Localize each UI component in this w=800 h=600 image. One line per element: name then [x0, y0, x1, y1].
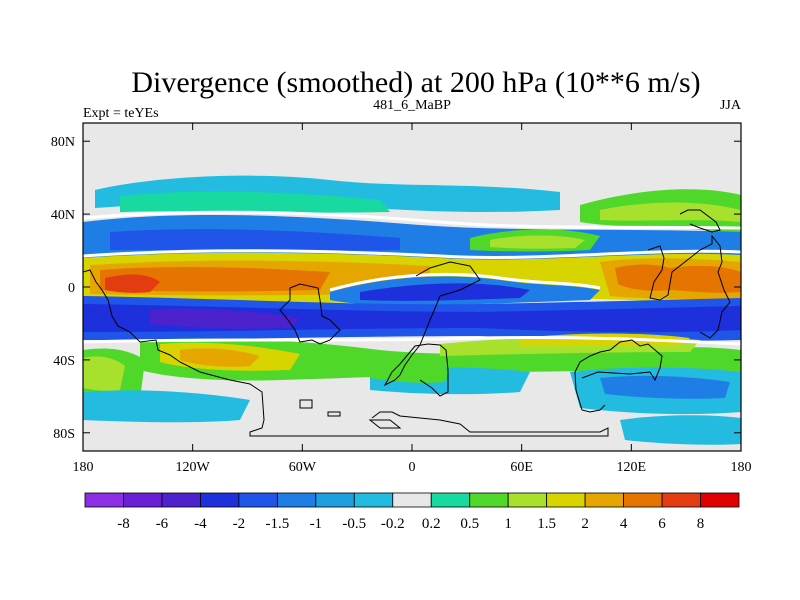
- field-s-cyan-w: [83, 390, 250, 423]
- colorbar-label: -6: [156, 516, 169, 532]
- colorbar-swatch: [623, 492, 663, 508]
- field-eq-tongue-dark: [360, 283, 530, 301]
- colorbar-label: 4: [620, 516, 628, 532]
- x-tick-label: 120W: [176, 460, 211, 475]
- colorbar-swatch: [315, 492, 355, 508]
- coast-antarctica: [249, 411, 609, 437]
- colorbar-label: 1.5: [537, 516, 556, 532]
- field-eq-red-e: [615, 264, 680, 291]
- colorbar-label: -0.5: [342, 516, 366, 532]
- coast-antarctic-isl: [299, 399, 402, 429]
- x-tick-label: 0: [409, 460, 416, 475]
- field-north-cyan: [95, 175, 560, 213]
- y-tick-label: 40N: [51, 208, 75, 223]
- colorbar-swatch: [469, 492, 509, 508]
- x-axis: 180 120W 60W 0 60E 120E 180: [73, 123, 752, 475]
- colorbar-swatch: [700, 492, 740, 508]
- x-tick-label: 60E: [510, 460, 533, 475]
- colorbar-label: -0.2: [381, 516, 405, 532]
- colorbar-swatch: [584, 492, 624, 508]
- y-axis: 80N 40N 0 40S 80S: [51, 135, 741, 442]
- y-tick-label: 80S: [53, 427, 75, 442]
- field-s-cyan-3: [620, 415, 741, 445]
- colorbar-swatch: [507, 492, 548, 508]
- field-north-green: [120, 191, 390, 213]
- colorbar-label: -4: [194, 516, 207, 532]
- field-eq-red-w: [105, 274, 160, 293]
- x-tick-label: 60W: [289, 460, 317, 475]
- colorbar-label: -1.5: [265, 516, 289, 532]
- colorbar-swatch: [353, 492, 394, 508]
- field-layers: [83, 175, 741, 445]
- colorbar-swatch: [84, 492, 124, 508]
- field-n-yellow-patch: [490, 235, 585, 249]
- colorbar-label: -1: [310, 516, 323, 532]
- colorbar-label: 8: [697, 516, 705, 532]
- x-tick-label: 120E: [617, 460, 647, 475]
- colorbar-label: -8: [117, 516, 130, 532]
- colorbar-label: 0.5: [460, 516, 479, 532]
- colorbar-swatch: [392, 492, 432, 508]
- colorbar-label: -2: [233, 516, 246, 532]
- subtitle-center: 481_6_MaBP: [373, 98, 451, 113]
- y-tick-label: 80N: [51, 135, 75, 150]
- colorbar: -8 -6 -4 -2 -1.5 -1 -0.5 -0.2 0.2 0.5 1 1.5 2 4 6 8: [84, 492, 740, 532]
- field-eq-orange-w: [100, 266, 330, 292]
- coast-americas: [82, 269, 320, 437]
- colorbar-swatch: [161, 492, 201, 508]
- field-eq-red-e2: [670, 265, 741, 293]
- colorbar-swatch: [200, 492, 240, 508]
- coast-sa-west: [279, 283, 341, 345]
- colorbar-label: 6: [658, 516, 666, 532]
- field-s-purple: [150, 308, 300, 329]
- subtitle-left: Expt = teYEs: [83, 106, 159, 121]
- field-sw-yellow: [83, 356, 125, 391]
- coast-africa: [383, 261, 481, 397]
- colorbar-swatch: [238, 492, 278, 508]
- coast-asia: [647, 234, 731, 339]
- coast-australia: [574, 339, 663, 413]
- colorbar-label: 1: [504, 516, 512, 532]
- colorbar-swatch: [546, 492, 586, 508]
- colorbar-swatch: [661, 492, 701, 508]
- colorbar-swatch: [276, 492, 317, 508]
- colorbar-label: 0.2: [422, 516, 441, 532]
- colorbar-label: 2: [581, 516, 589, 532]
- field-n-blue-dark: [110, 229, 400, 251]
- plot-area: [83, 123, 741, 451]
- y-tick-label: 40S: [53, 354, 75, 369]
- colorbar-swatch: [430, 492, 471, 508]
- field-s-blue-2: [600, 375, 730, 399]
- zero-contours: [83, 210, 741, 346]
- y-tick-label: 0: [68, 281, 75, 296]
- coast-ne: [679, 209, 721, 233]
- field-ne-yellow: [600, 202, 741, 222]
- x-tick-label: 180: [73, 460, 94, 475]
- colorbar-swatch: [123, 492, 163, 508]
- chart-title: Divergence (smoothed) at 200 hPa (10**6 …: [131, 66, 700, 99]
- field-s-orange: [180, 348, 260, 367]
- field-s-green-2: [370, 362, 450, 383]
- coastlines: [82, 209, 731, 437]
- x-tick-label: 180: [731, 460, 752, 475]
- subtitle-right: JJA: [720, 98, 742, 113]
